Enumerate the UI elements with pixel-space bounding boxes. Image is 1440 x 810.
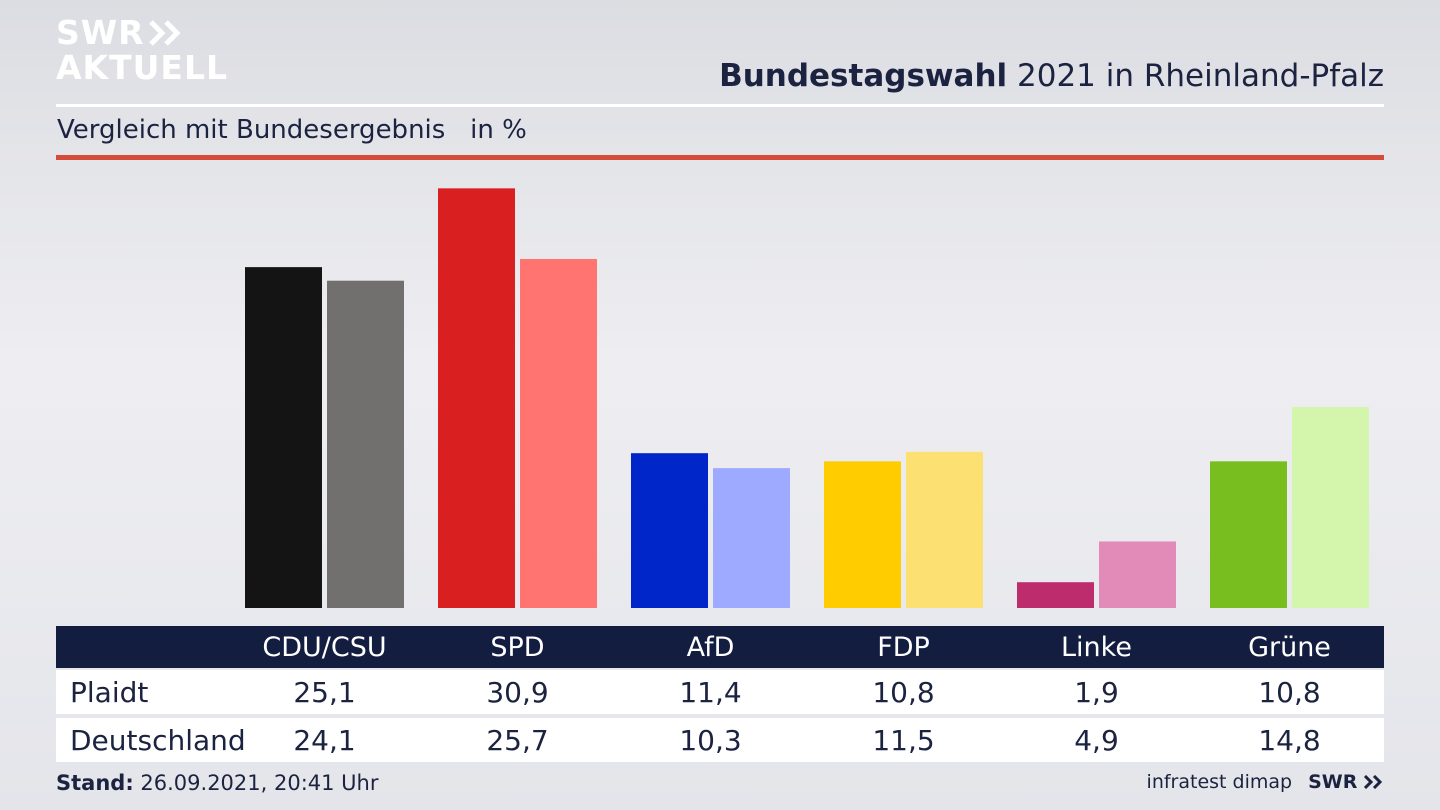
logo-line2: AKTUELL (56, 48, 229, 87)
column-header-linke: Linke (1061, 631, 1132, 663)
title-rest: 2021 in Rheinland-Pfalz (1007, 58, 1384, 94)
value-deutschland-spd: 25,7 (486, 723, 549, 757)
bar-linke-deutschland (1099, 541, 1176, 608)
column-header-spd: SPD (490, 631, 545, 663)
value-plaidt-linke: 1,9 (1074, 675, 1119, 709)
source-text: infratest dimap (1146, 771, 1293, 793)
bar-cdu-csu-deutschland (327, 280, 404, 608)
stand-value: 26.09.2021, 20:41 Uhr (133, 771, 379, 795)
footer-logo-text: SWR (1308, 771, 1358, 793)
timestamp: Stand: 26.09.2021, 20:41 Uhr (56, 771, 379, 795)
double-chevron-icon (148, 19, 181, 46)
bar-linke-plaidt (1017, 582, 1094, 608)
value-plaidt-spd: 30,9 (486, 675, 549, 709)
bar-chart (245, 188, 1369, 608)
row-cells: 24,1 25,7 10,3 11,5 4,9 14,8 (266, 718, 1384, 762)
bar-fdp-deutschland (906, 451, 983, 608)
value-plaidt-fdp: 10,8 (872, 675, 935, 709)
bar-afd-plaidt (631, 453, 708, 608)
column-header-gruene: Grüne (1248, 631, 1331, 663)
value-deutschland-cdu-csu: 24,1 (293, 723, 356, 757)
title-divider (56, 104, 1384, 107)
column-header-cdu-csu: CDU/CSU (262, 631, 387, 663)
value-deutschland-linke: 4,9 (1074, 723, 1119, 757)
footer-swr-logo: SWR (1308, 771, 1384, 793)
table-row-plaidt: Plaidt 25,1 30,9 11,4 10,8 1,9 10,8 (56, 670, 1384, 714)
column-header-fdp: FDP (877, 631, 930, 663)
bar-gruene-plaidt (1210, 461, 1287, 608)
column-header-afd: AfD (686, 631, 735, 663)
bar-spd-plaidt (438, 188, 515, 608)
logo-line1: SWR (56, 13, 145, 52)
value-plaidt-cdu-csu: 25,1 (293, 675, 356, 709)
double-chevron-icon (1363, 774, 1383, 790)
table-row-deutschland: Deutschland 24,1 25,7 10,3 11,5 4,9 14,8 (56, 718, 1384, 762)
chart-title: Bundestagswahl 2021 in Rheinland-Pfalz (719, 58, 1384, 94)
bar-gruene-deutschland (1292, 407, 1369, 608)
stand-label: Stand: (56, 771, 134, 795)
title-bold: Bundestagswahl (719, 58, 1008, 94)
value-deutschland-gruene: 14,8 (1258, 723, 1321, 757)
bar-afd-deutschland (713, 468, 790, 608)
row-label: Plaidt (70, 675, 149, 709)
results-table: CDU/CSU SPD AfD FDP Linke Grüne Plaidt 25,1 30… (56, 626, 1384, 762)
swr-aktuell-logo: SWR AKTUELL (56, 16, 228, 84)
bar-cdu-csu-plaidt (245, 267, 322, 608)
header-cells: CDU/CSU SPD AfD FDP Linke Grüne (262, 626, 1384, 668)
chart-subtitle: Vergleich mit Bundesergebnis in % (57, 115, 527, 145)
accent-rule (56, 155, 1384, 160)
value-deutschland-fdp: 11,5 (872, 723, 935, 757)
bar-fdp-plaidt (824, 461, 901, 608)
row-cells: 25,1 30,9 11,4 10,8 1,9 10,8 (266, 670, 1384, 714)
table-header: CDU/CSU SPD AfD FDP Linke Grüne (56, 626, 1384, 668)
bar-spd-deutschland (520, 258, 597, 608)
source-credit: infratest dimap SWR (1147, 771, 1384, 793)
value-plaidt-gruene: 10,8 (1258, 675, 1321, 709)
value-deutschland-afd: 10,3 (679, 723, 742, 757)
row-label: Deutschland (70, 723, 246, 757)
value-plaidt-afd: 11,4 (679, 675, 742, 709)
